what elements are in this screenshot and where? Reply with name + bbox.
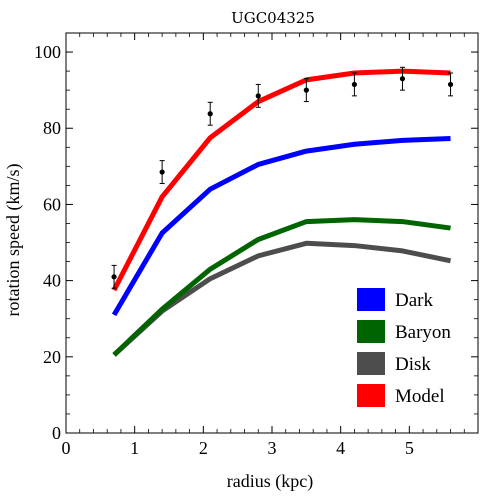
legend-swatch-disk xyxy=(357,352,385,375)
y-tick-label: 40 xyxy=(43,271,61,291)
y-tick-label: 80 xyxy=(43,118,61,138)
y-tick-label: 60 xyxy=(43,194,61,214)
legend-label-model: Model xyxy=(395,386,445,407)
x-tick-label: 5 xyxy=(405,438,414,458)
chart-title: UGC04325 xyxy=(231,9,315,27)
x-tick-label: 0 xyxy=(62,438,71,458)
data-point xyxy=(447,81,454,88)
y-axis-label: rotation speed (km/s) xyxy=(3,164,24,317)
data-point xyxy=(303,87,309,93)
series-line-model xyxy=(111,68,451,292)
legend-swatch-dark xyxy=(357,288,385,311)
data-point xyxy=(351,81,357,88)
x-tick-label: 4 xyxy=(336,438,345,458)
data-point xyxy=(255,93,261,99)
data-point xyxy=(399,76,406,82)
legend-label-baryon: Baryon xyxy=(395,322,451,343)
y-tick-label: 0 xyxy=(52,423,61,443)
legend-label-dark: Dark xyxy=(395,290,433,311)
x-tick-label: 1 xyxy=(130,438,139,458)
data-point xyxy=(111,274,117,280)
y-tick-label: 100 xyxy=(34,42,61,62)
data-point xyxy=(159,169,165,175)
series-line-baryon xyxy=(112,217,451,357)
x-tick-label: 3 xyxy=(268,438,277,458)
x-tick-label: 2 xyxy=(199,438,208,458)
series-line-dark xyxy=(111,136,451,317)
legend-label-disk: Disk xyxy=(395,354,431,375)
legend-swatch-model xyxy=(357,384,385,407)
data-point xyxy=(207,111,213,117)
x-axis-label: radius (kpc) xyxy=(227,471,313,492)
y-tick-label: 20 xyxy=(43,347,61,367)
legend-swatch-baryon xyxy=(357,320,385,343)
